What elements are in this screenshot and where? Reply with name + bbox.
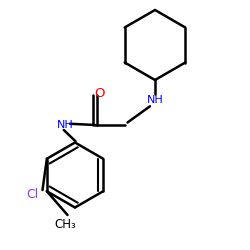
- Text: NH: NH: [146, 95, 164, 105]
- Text: NH: NH: [56, 120, 74, 130]
- Text: Cl: Cl: [26, 188, 38, 202]
- Text: O: O: [94, 87, 105, 100]
- Text: CH₃: CH₃: [54, 218, 76, 232]
